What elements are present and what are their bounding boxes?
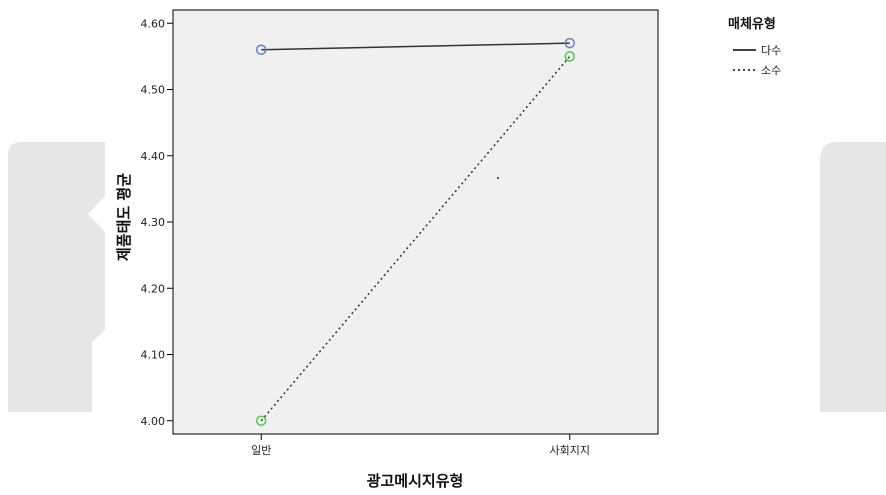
x-tick-label: 일반 — [251, 443, 271, 457]
y-axis-title: 제품태도 평균 — [115, 173, 133, 261]
x-axis-title: 광고메시지유형 — [367, 472, 464, 490]
series-2-point-1 — [255, 415, 267, 426]
x-axis: 일반 사회지지 — [251, 434, 590, 457]
y-tick-label: 4.60 — [141, 17, 166, 30]
series-1-point-1 — [255, 44, 267, 55]
series-2-point-2 — [564, 51, 576, 62]
series-1-point-2 — [564, 37, 576, 49]
legend-label-series-2: 소수 — [761, 64, 781, 77]
series-line-1 — [261, 42, 570, 51]
left-side-panel — [8, 142, 105, 412]
y-tick-label: 4.50 — [141, 84, 166, 97]
stray-dot — [497, 177, 499, 179]
plot-area — [172, 9, 659, 435]
legend-title: 매체유형 — [728, 16, 776, 32]
series-layer — [255, 37, 576, 426]
legend-label-series-1: 다수 — [761, 44, 781, 57]
legend: 매체유형 다수 소수 — [728, 16, 781, 77]
y-axis: 4.00 4.10 4.20 4.30 4.40 4.50 4.60 — [141, 17, 173, 428]
y-tick-label: 4.30 — [141, 216, 166, 229]
right-side-panel — [820, 142, 886, 412]
y-tick-label: 4.40 — [141, 150, 166, 163]
x-tick-label: 사회지지 — [550, 444, 590, 457]
y-tick-label: 4.20 — [141, 282, 166, 295]
y-tick-label: 4.00 — [141, 415, 166, 428]
y-tick-label: 4.10 — [141, 349, 166, 362]
